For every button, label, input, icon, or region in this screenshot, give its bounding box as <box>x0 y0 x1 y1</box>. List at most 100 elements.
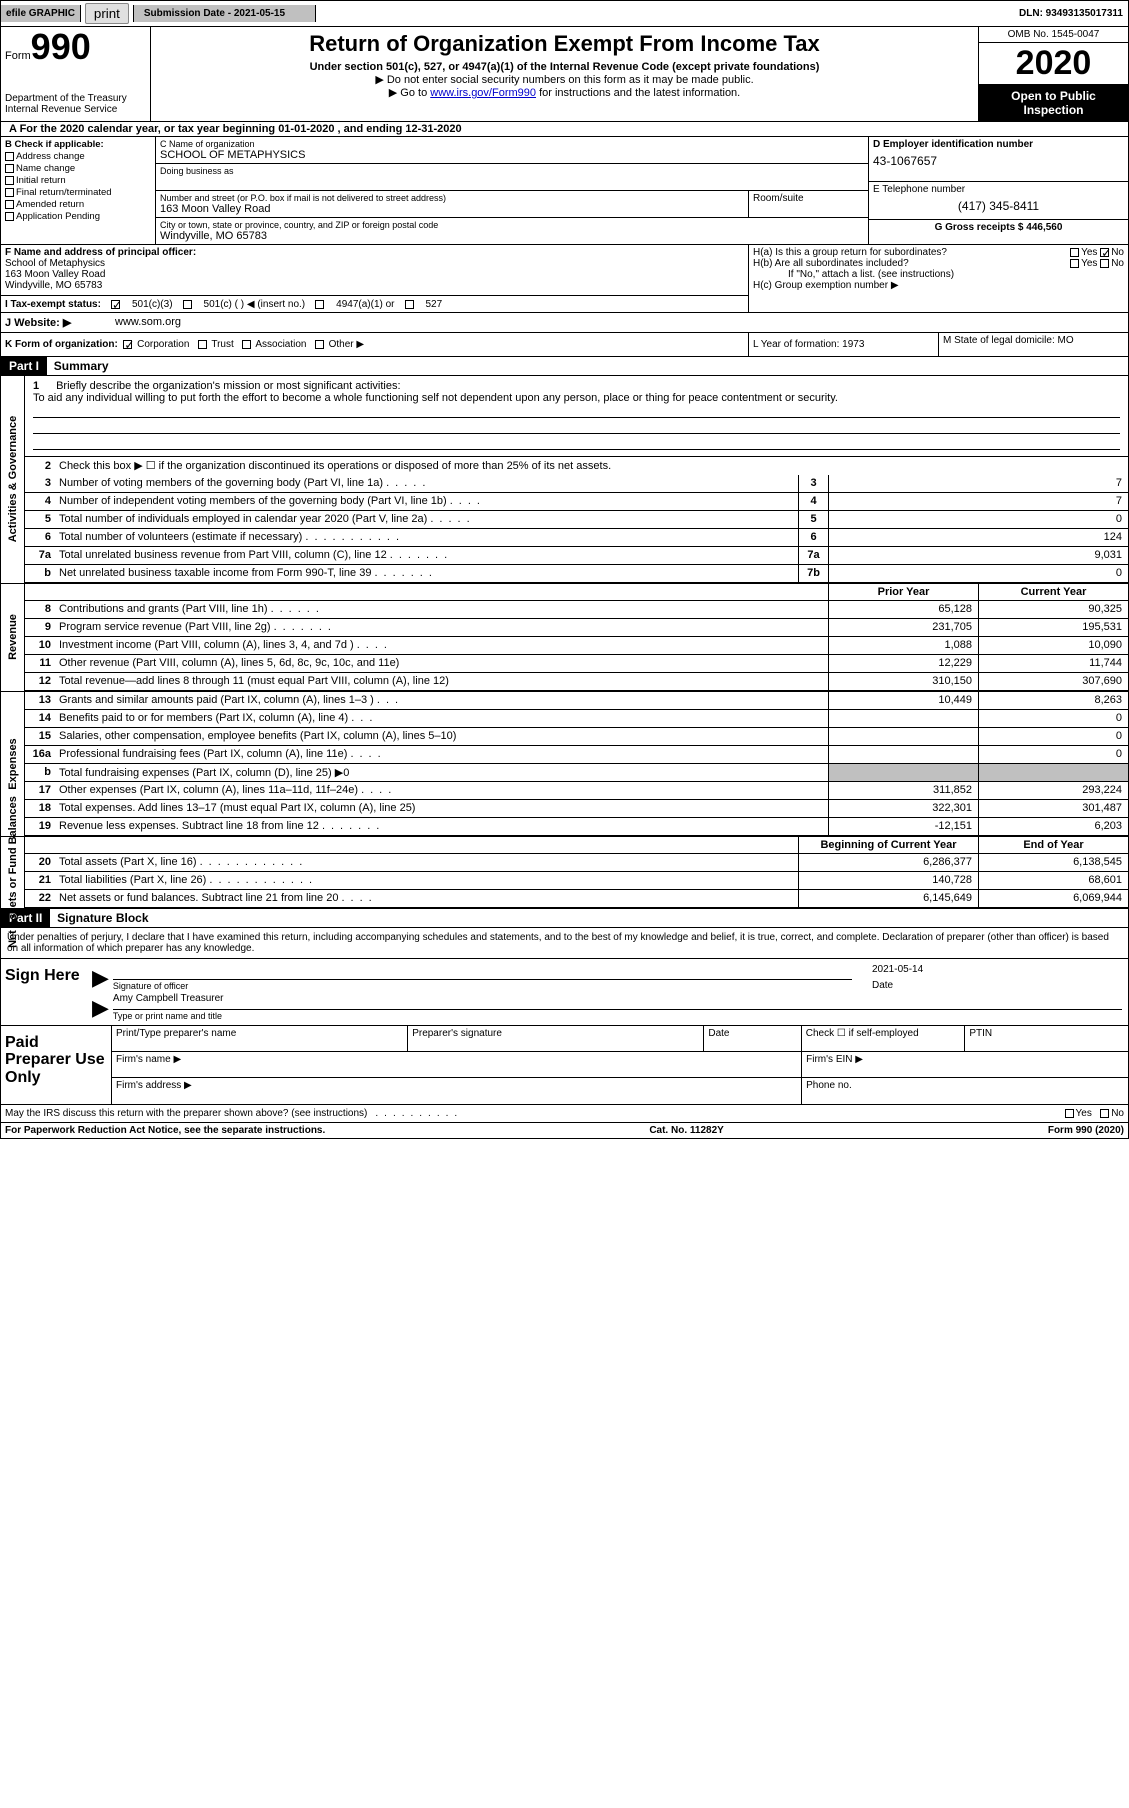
efile-text: GRAPHIC <box>29 8 75 19</box>
line1-block: 1 Briefly describe the organization's mi… <box>25 376 1128 457</box>
line-desc: Total number of volunteers (estimate if … <box>55 530 798 544</box>
line-desc: Investment income (Part VIII, column (A)… <box>55 638 828 652</box>
curr-val: 307,690 <box>978 673 1128 690</box>
line-15: 15 Salaries, other compensation, employe… <box>25 728 1128 746</box>
prior-val: 10,449 <box>828 692 978 709</box>
cb-501c3[interactable] <box>111 300 120 309</box>
line-num: 21 <box>25 873 55 887</box>
line-16a: 16a Professional fundraising fees (Part … <box>25 746 1128 764</box>
cb-ha-no[interactable] <box>1100 248 1109 257</box>
website-value: www.som.org <box>115 316 181 329</box>
final-return-label: Final return/terminated <box>16 187 112 198</box>
l-year: L Year of formation: 1973 <box>748 333 938 356</box>
cb-discuss-yes[interactable] <box>1065 1109 1074 1118</box>
cb-hb-yes[interactable] <box>1070 259 1079 268</box>
form990-link[interactable]: www.irs.gov/Form990 <box>430 87 536 99</box>
cb-address[interactable] <box>5 152 14 161</box>
501c-label: 501(c) ( ) ◀ (insert no.) <box>204 299 306 310</box>
line-box: 7b <box>798 565 828 582</box>
cb-ha-yes[interactable] <box>1070 248 1079 257</box>
revenue-section: Revenue Prior Year Current Year 8 Contri… <box>1 584 1128 692</box>
c-column: C Name of organization SCHOOL OF METAPHY… <box>156 137 868 244</box>
officer-name-label: Type or print name and title <box>113 1009 1122 1021</box>
cat-number: Cat. No. 11282Y <box>649 1125 723 1136</box>
header-right: OMB No. 1545-0047 2020 Open to Public In… <box>978 27 1128 121</box>
officer-name-value: Amy Campbell Treasurer <box>113 993 1122 1009</box>
line-box: 7a <box>798 547 828 564</box>
name-change-label: Name change <box>16 163 75 174</box>
right-column: D Employer identification number 43-1067… <box>868 137 1128 244</box>
other-label: Other ▶ <box>329 339 364 350</box>
cb-hb-no[interactable] <box>1100 259 1109 268</box>
line-17: 17 Other expenses (Part IX, column (A), … <box>25 782 1128 800</box>
header-left: Form990 Department of the Treasury Inter… <box>1 27 151 121</box>
sig-officer-label: Signature of officer <box>113 979 852 991</box>
k-left: K Form of organization: Corporation Trus… <box>1 333 748 356</box>
line-box: 5 <box>798 511 828 528</box>
blank-line-2 <box>33 420 1120 434</box>
curr-val: 195,531 <box>978 619 1128 636</box>
discuss-no: No <box>1111 1108 1124 1119</box>
cb-other[interactable] <box>315 340 324 349</box>
prior-val: 65,128 <box>828 601 978 618</box>
subtitle: Under section 501(c), 527, or 4947(a)(1)… <box>155 61 974 73</box>
line-num: 8 <box>25 602 55 616</box>
cb-name[interactable] <box>5 164 14 173</box>
part1-header-row: Part I Summary <box>1 357 1128 376</box>
dba-label: Doing business as <box>160 166 864 176</box>
ha-yes: Yes <box>1081 247 1097 258</box>
cb-pending[interactable] <box>5 212 14 221</box>
cb-assoc[interactable] <box>242 340 251 349</box>
line-desc: Total assets (Part X, line 16) .........… <box>55 855 798 869</box>
ein-value: 43-1067657 <box>873 154 1124 168</box>
address-change-label: Address change <box>16 151 85 162</box>
527-label: 527 <box>426 299 443 310</box>
prior-val: 1,088 <box>828 637 978 654</box>
end-year-hdr: End of Year <box>978 837 1128 853</box>
amended-label: Amended return <box>16 199 84 210</box>
cb-4947[interactable] <box>315 300 324 309</box>
cb-501c[interactable] <box>183 300 192 309</box>
line-val: 7 <box>828 475 1128 492</box>
print-button[interactable]: print <box>85 3 129 24</box>
sig-date-value: 2021-05-14 <box>872 964 1122 980</box>
officer-city: Windyville, MO 65783 <box>5 280 744 291</box>
form-container: efile GRAPHIC print Submission Date - 20… <box>0 0 1129 1139</box>
line-num: 10 <box>25 638 55 652</box>
line-num: b <box>25 566 55 580</box>
gov-line-4: 4 Number of independent voting members o… <box>25 493 1128 511</box>
cb-amended[interactable] <box>5 200 14 209</box>
part2-header-row: Part II Signature Block <box>1 909 1128 928</box>
line-18: 18 Total expenses. Add lines 13–17 (must… <box>25 800 1128 818</box>
revenue-content: Prior Year Current Year 8 Contributions … <box>25 584 1128 691</box>
line-desc: Revenue less expenses. Subtract line 18 … <box>55 819 828 833</box>
cb-trust[interactable] <box>198 340 207 349</box>
gov-line-7b: b Net unrelated business taxable income … <box>25 565 1128 583</box>
curr-val: 10,090 <box>978 637 1128 654</box>
line-num: 6 <box>25 530 55 544</box>
prep-date-label: Date <box>704 1026 801 1051</box>
line-desc: Other revenue (Part VIII, column (A), li… <box>55 656 828 670</box>
cb-527[interactable] <box>405 300 414 309</box>
cb-initial[interactable] <box>5 176 14 185</box>
assoc-label: Association <box>255 339 306 350</box>
mission-text: To aid any individual willing to put for… <box>33 392 1120 404</box>
line-14: 14 Benefits paid to or for members (Part… <box>25 710 1128 728</box>
firm-addr-label: Firm's address ▶ <box>112 1078 802 1104</box>
f-cell: F Name and address of principal officer:… <box>1 245 748 312</box>
instruction-1: ▶ Do not enter social security numbers o… <box>155 73 974 86</box>
cb-corp[interactable] <box>123 340 132 349</box>
paid-preparer-section: Paid Preparer Use Only Print/Type prepar… <box>1 1026 1128 1105</box>
line-desc: Total number of individuals employed in … <box>55 512 798 526</box>
hb-note: If "No," attach a list. (see instruction… <box>753 269 1124 280</box>
j-row: J Website: ▶ www.som.org <box>1 313 1128 333</box>
line-box: 3 <box>798 475 828 492</box>
line-val: 9,031 <box>828 547 1128 564</box>
revenue-col-header: Prior Year Current Year <box>25 584 1128 601</box>
officer-signature-field[interactable] <box>113 963 852 979</box>
dept-irs: Internal Revenue Service <box>5 104 146 115</box>
cb-discuss-no[interactable] <box>1100 1109 1109 1118</box>
cb-final[interactable] <box>5 188 14 197</box>
line-21: 21 Total liabilities (Part X, line 26) .… <box>25 872 1128 890</box>
line-12: 12 Total revenue—add lines 8 through 11 … <box>25 673 1128 691</box>
